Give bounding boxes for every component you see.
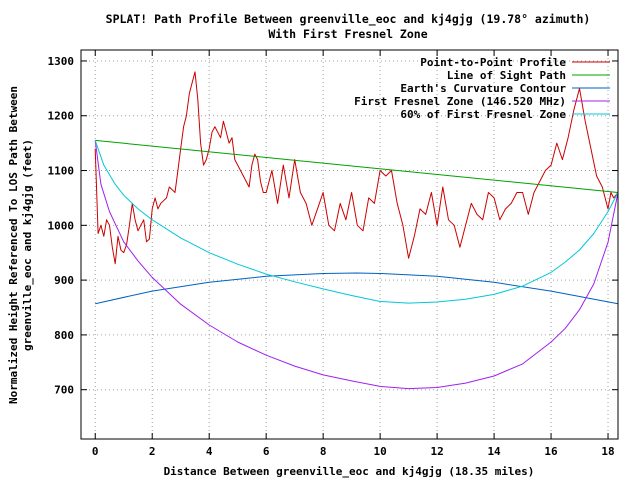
ticks: 0 2 4 6 8 10 12 14 16 18 700 800 900 1000 1100 1200 1300 xyxy=(48,50,618,458)
series-line-first-fresnel-zone-146-520-mhz xyxy=(94,140,619,390)
grid xyxy=(81,50,618,439)
series-line-point-to-point-profile xyxy=(94,71,619,265)
y-tick-label: 1000 xyxy=(48,219,75,232)
y-axis-label-line2: greenville_eoc and kj4gjg (feet) xyxy=(21,139,34,351)
y-tick-label: 1100 xyxy=(48,165,75,178)
legend-label: Earth's Curvature Contour xyxy=(400,82,566,95)
x-tick-label: 12 xyxy=(430,445,443,458)
series-line-line-of-sight-path xyxy=(95,139,619,193)
x-tick-label: 4 xyxy=(206,445,213,458)
legend-label: Point-to-Point Profile xyxy=(420,56,566,69)
x-tick-label: 10 xyxy=(373,445,386,458)
x-tick-label: 8 xyxy=(320,445,327,458)
x-tick-label: 2 xyxy=(149,445,156,458)
y-axis-label-line1: Normalized Height Referenced To LOS Path… xyxy=(7,86,20,404)
legend-label: 60% of First Fresnel Zone xyxy=(400,108,566,121)
chart-title: SPLAT! Path Profile Between greenville_e… xyxy=(106,12,591,27)
legend-label: Line of Sight Path xyxy=(447,69,566,82)
series-line-earth-s-curvature-contour xyxy=(95,272,619,305)
x-tick-label: 14 xyxy=(487,445,501,458)
plot-frame xyxy=(80,49,619,440)
y-tick-label: 900 xyxy=(54,274,74,287)
x-tick-label: 0 xyxy=(92,445,99,458)
series-group xyxy=(94,71,619,390)
x-tick-label: 6 xyxy=(263,445,270,458)
x-tick-label: 18 xyxy=(601,445,614,458)
y-tick-label: 1200 xyxy=(48,110,75,123)
series-line-60-of-first-fresnel-zone xyxy=(94,140,619,304)
x-axis-label: Distance Between greenville_eoc and kj4g… xyxy=(164,465,535,478)
legend-label: First Fresnel Zone (146.520 MHz) xyxy=(354,95,566,108)
chart-subtitle: With First Fresnel Zone xyxy=(268,27,427,41)
y-tick-label: 800 xyxy=(54,329,74,342)
x-tick-label: 16 xyxy=(544,445,558,458)
y-tick-label: 700 xyxy=(54,384,74,397)
y-tick-label: 1300 xyxy=(48,55,75,68)
